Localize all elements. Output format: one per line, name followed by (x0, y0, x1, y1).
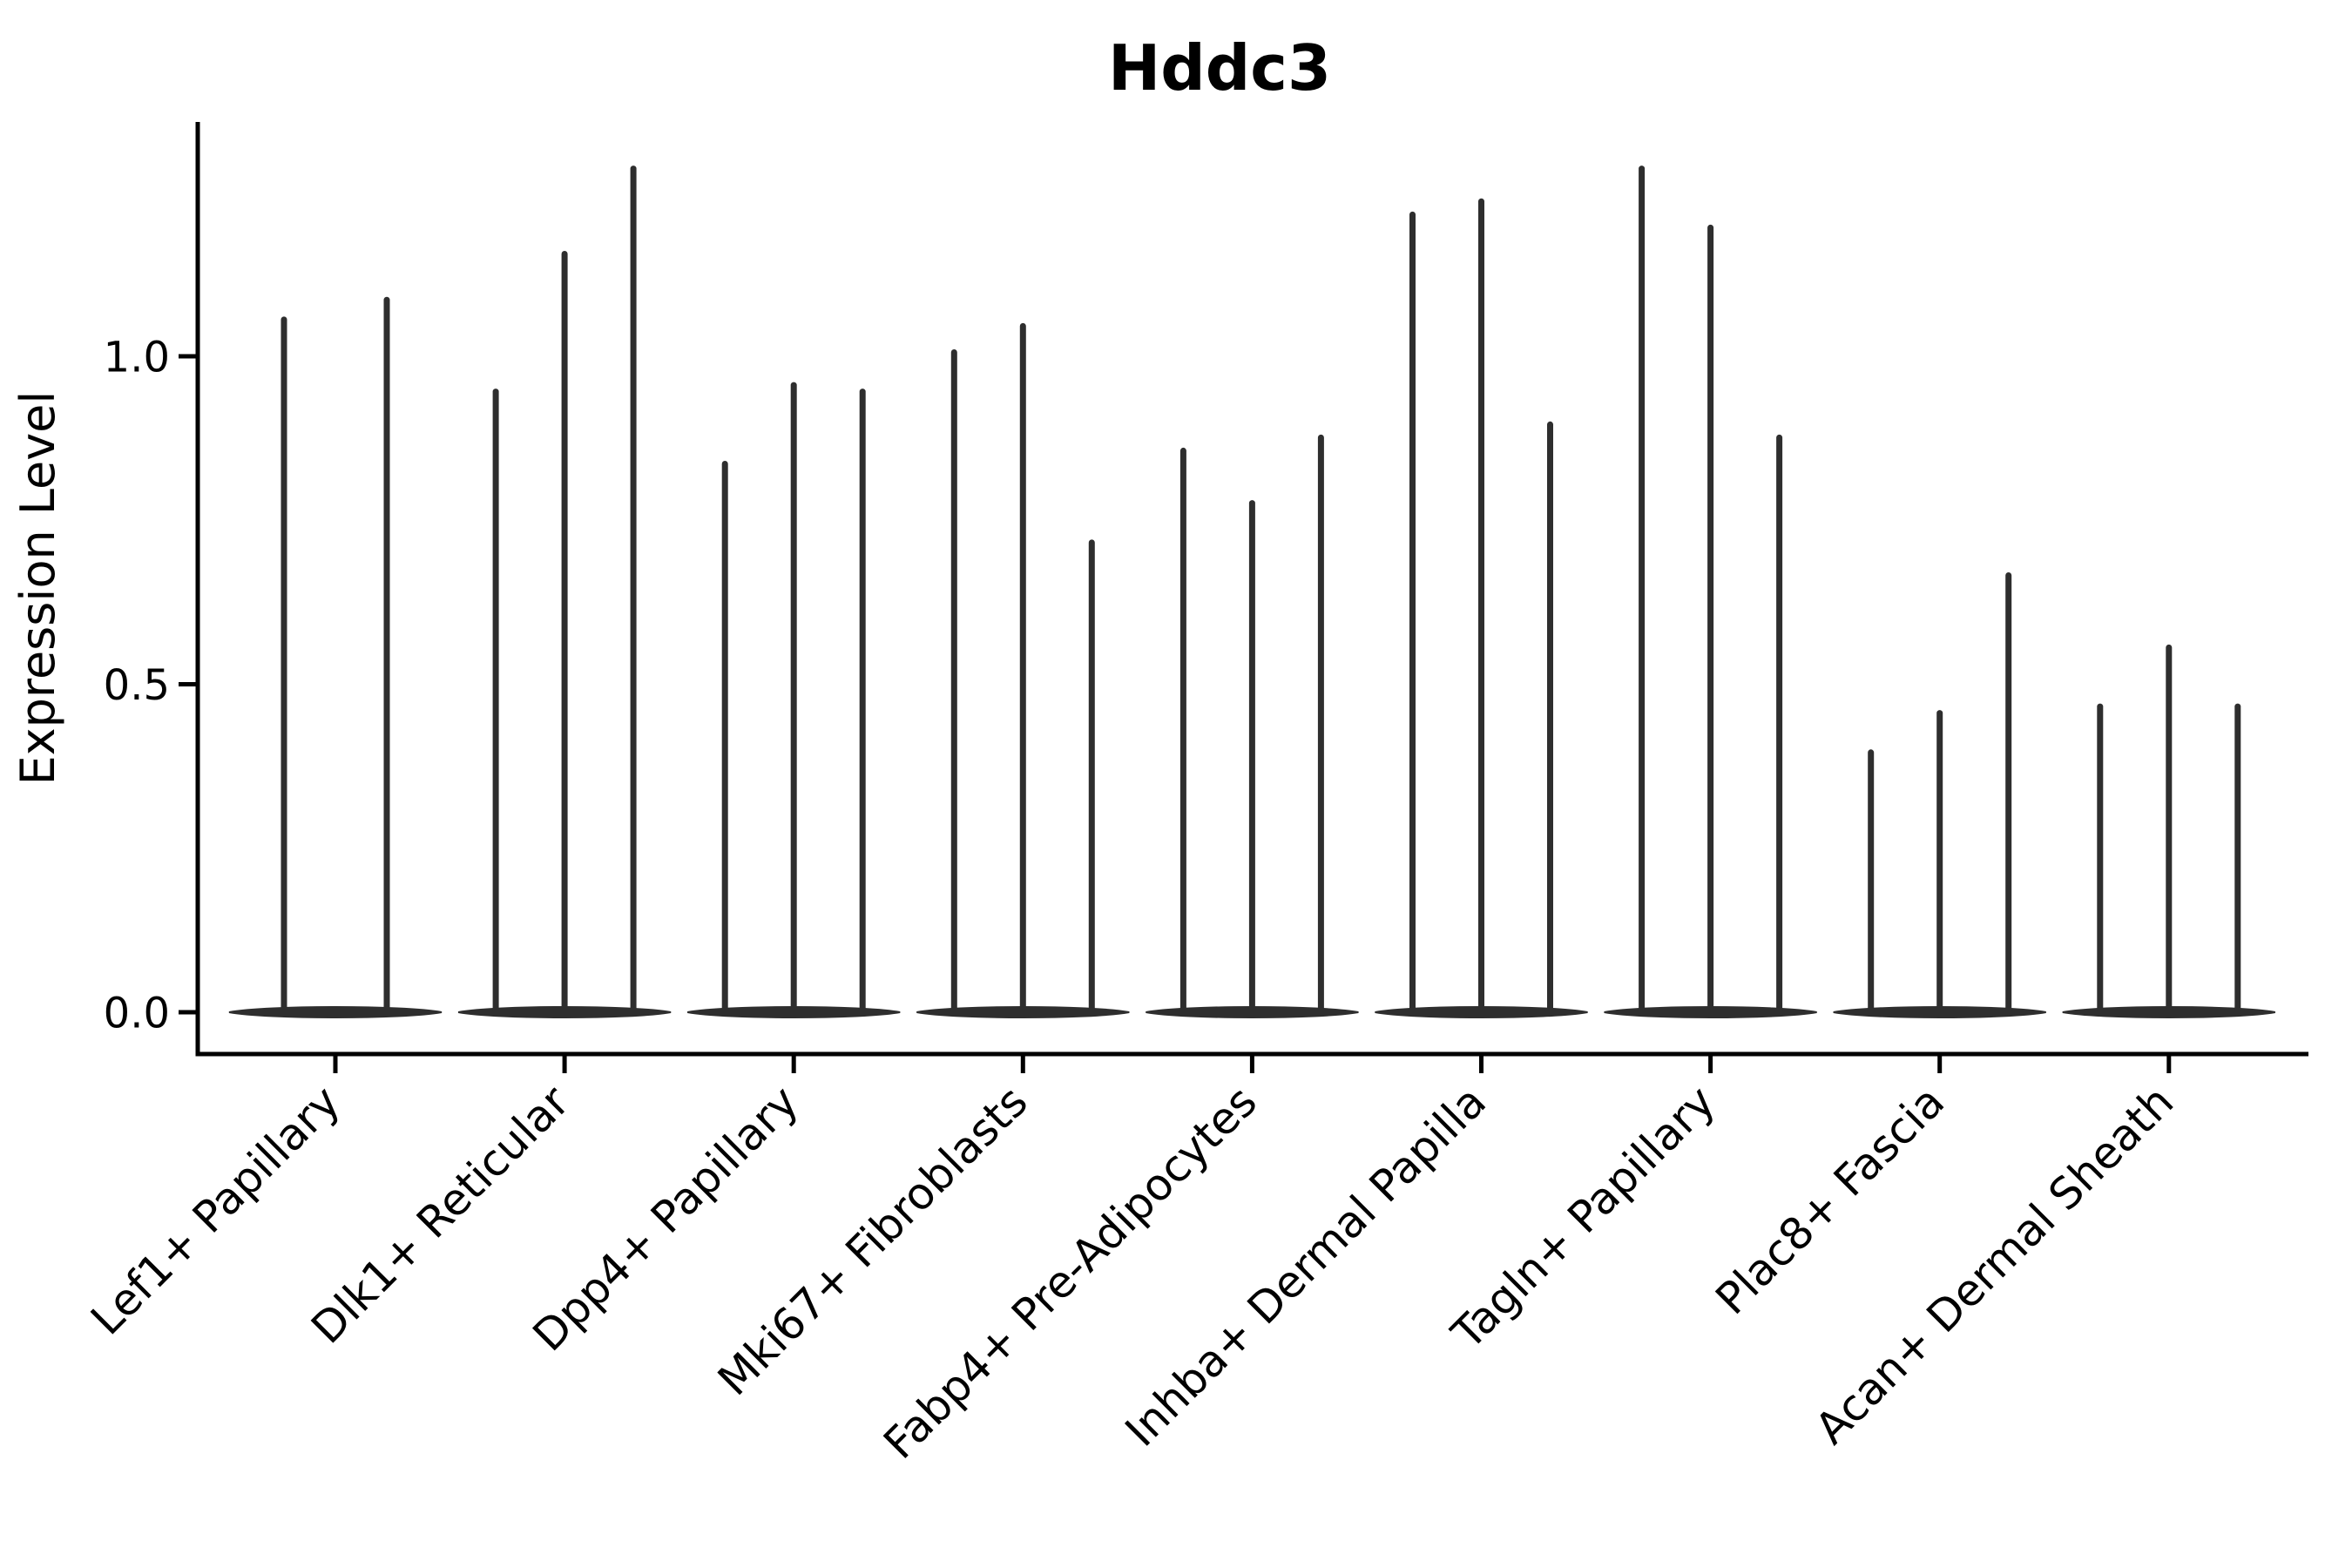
violin-group (1833, 571, 2046, 1018)
violins-layer (228, 166, 2275, 1018)
y-tick-label: 1.0 (104, 333, 170, 382)
violin-group (1146, 434, 1359, 1018)
violin-group (1604, 166, 1817, 1018)
violin-group (1375, 198, 1588, 1018)
violin-group (916, 322, 1130, 1018)
violin-group (2062, 644, 2275, 1018)
chart-title: Hddc3 (1108, 31, 1331, 105)
y-tick-label: 0.0 (104, 989, 170, 1037)
violin-group (687, 382, 901, 1018)
x-category-label: Fabp4+ Pre-Adipocytes (874, 1076, 1267, 1469)
violin-group (228, 296, 443, 1018)
violin-group (457, 166, 672, 1018)
x-category-label: Lef1+ Papillary (81, 1076, 349, 1344)
y-tick-label: 0.5 (104, 661, 170, 710)
violin-base (228, 1006, 443, 1018)
x-category-label: Plac8+ Fascia (1706, 1076, 1954, 1324)
y-axis-label: Expression Level (10, 391, 65, 786)
